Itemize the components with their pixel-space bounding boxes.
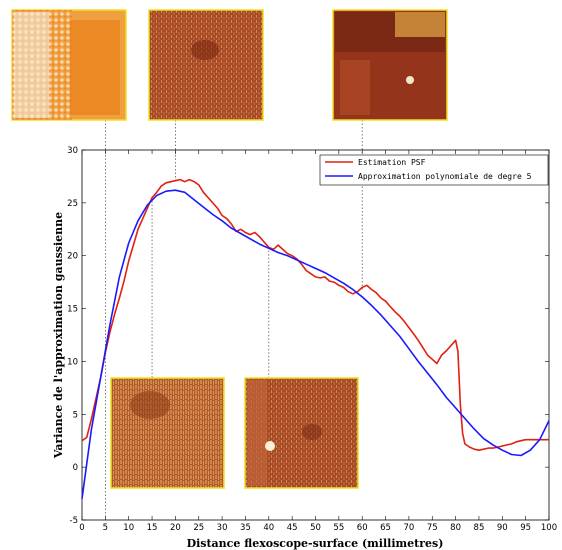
series-line-poly <box>81 189 550 500</box>
inset-top-2 <box>148 9 264 121</box>
x-tick-label: 25 <box>193 523 204 533</box>
x-tick-label: 95 <box>520 523 531 533</box>
x-tick-label: 10 <box>123 523 134 533</box>
x-tick-label: 75 <box>427 523 438 533</box>
series-line-psf <box>81 178 549 452</box>
x-tick-label: 85 <box>474 523 485 533</box>
y-tick-label: 0 <box>73 463 78 473</box>
y-tick-label: 15 <box>67 305 78 315</box>
y-tick-label: 20 <box>67 252 78 262</box>
x-axis: 0 5 10 15 20 25 30 35 40 45 50 55 60 65 70 75 80 85 90 95 10… <box>79 150 557 533</box>
y-axis-label: Variance de l'approximation gaussienne <box>52 212 65 459</box>
x-tick-label: 30 <box>217 523 228 533</box>
x-tick-label: 5 <box>103 523 108 533</box>
x-tick-label: 20 <box>170 523 181 533</box>
x-tick-label: 90 <box>497 523 508 533</box>
inset-top-1 <box>11 9 127 121</box>
x-tick-label: 15 <box>147 523 158 533</box>
guide-lines <box>104 120 363 520</box>
x-tick-label: 0 <box>79 523 84 533</box>
x-tick-label: 65 <box>380 523 391 533</box>
x-tick-label: 45 <box>287 523 298 533</box>
x-tick-label: 100 <box>541 523 557 533</box>
legend-label-poly: Approximation polynomiale de degre 5 <box>358 172 532 181</box>
x-tick-label: 35 <box>240 523 251 533</box>
y-tick-label: 10 <box>67 357 78 367</box>
x-tick-label: 50 <box>310 523 321 533</box>
y-tick-label: 25 <box>67 199 78 209</box>
legend: Estimation PSF Approximation polynomiale… <box>319 154 549 186</box>
x-tick-label: 40 <box>263 523 274 533</box>
inset-bottom-2 <box>244 377 359 489</box>
x-tick-label: 55 <box>333 523 344 533</box>
x-tick-label: 70 <box>403 523 414 533</box>
y-tick-label: 5 <box>73 410 78 420</box>
y-tick-label: 30 <box>67 146 78 156</box>
x-tick-label: 60 <box>357 523 368 533</box>
inset-top-3 <box>332 9 448 121</box>
series-group <box>81 178 550 500</box>
legend-label-psf: Estimation PSF <box>358 158 426 167</box>
x-axis-label: Distance flexoscope-surface (millimetres… <box>187 537 444 550</box>
y-axis: -5 0 5 10 15 20 25 30 <box>67 146 549 526</box>
y-tick-label: -5 <box>70 516 78 526</box>
inset-bottom-1 <box>110 377 225 489</box>
x-tick-label: 80 <box>450 523 461 533</box>
